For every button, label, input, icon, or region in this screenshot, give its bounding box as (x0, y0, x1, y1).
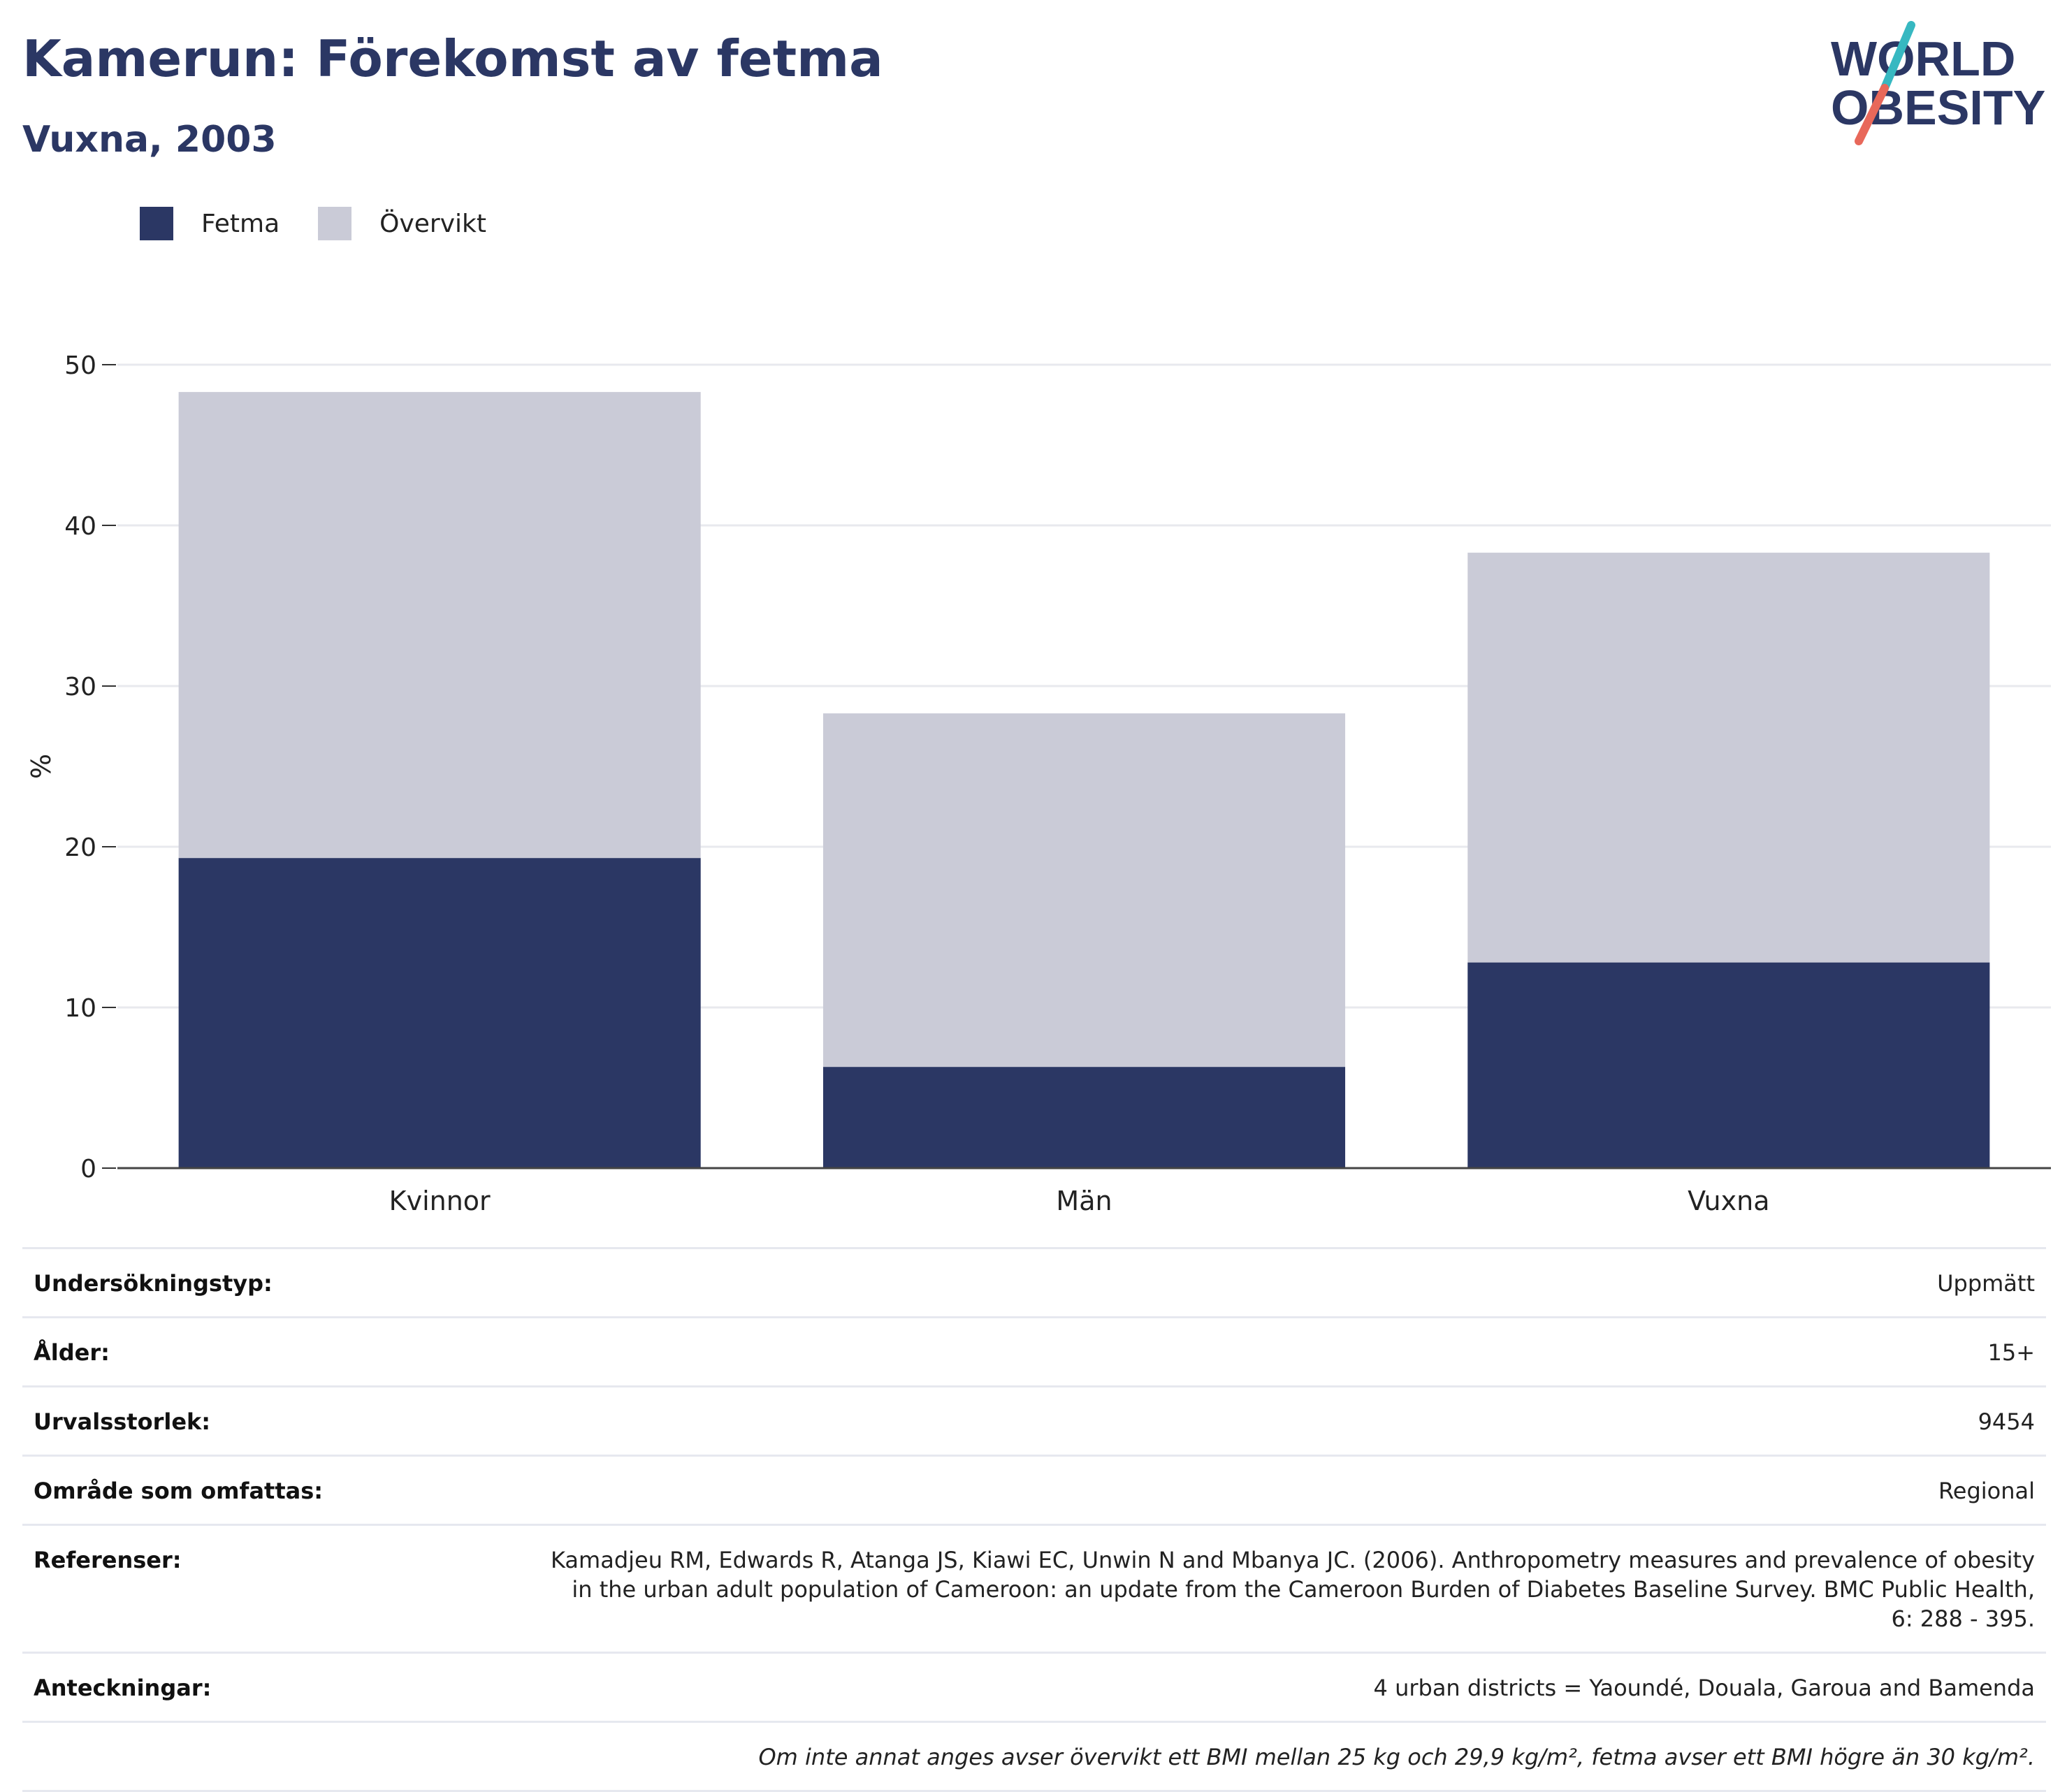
info-value: 4 urban districts = Yaoundé, Douala, Gar… (1373, 1675, 2035, 1701)
chart-subtitle: Vuxna, 2003 (22, 119, 277, 161)
legend-swatch-fetma (140, 207, 173, 240)
info-table: Undersökningstyp: Uppmätt Ålder: 15+ Urv… (22, 1247, 2046, 1792)
info-row-references: Referenser: Kamadjeu RM, Edwards R, Atan… (22, 1524, 2046, 1652)
bar-fetma-vuxna (1467, 962, 1990, 1168)
info-label: Ålder: (34, 1339, 110, 1366)
legend-swatch-overvikt (318, 207, 352, 240)
info-value: Uppmätt (1937, 1270, 2035, 1297)
chart-title: Kamerun: Förekomst av fetma (22, 29, 883, 88)
bar-overvikt-kvinnor (178, 392, 701, 859)
y-axis-label: % (26, 754, 57, 779)
legend-label-fetma: Fetma (201, 209, 280, 238)
info-label: Urvalsstorlek: (34, 1408, 211, 1435)
legend-label-overvikt: Övervikt (379, 209, 486, 238)
stacked-bar-chart: 0 10 20 30 40 50% Kvinnor Män Vuxna (26, 351, 2051, 1216)
info-row-survey-type: Undersökningstyp: Uppmätt (22, 1247, 2046, 1316)
legend-item-overvikt[interactable]: Övervikt (318, 207, 486, 240)
info-row-footnote: Om inte annat anges avser övervikt ett B… (22, 1721, 2046, 1792)
info-label: Referenser: (34, 1547, 182, 1573)
y-tick-label: 30 (64, 673, 96, 701)
info-value: 9454 (1978, 1408, 2035, 1435)
y-tick-label: 0 (80, 1155, 96, 1183)
chart-legend: Fetma Övervikt (140, 207, 525, 240)
bar-overvikt-vuxna (1467, 553, 1990, 963)
info-label: Anteckningar: (34, 1675, 212, 1701)
y-tick-label: 40 (64, 512, 96, 541)
info-row-area: Område som omfattas: Regional (22, 1455, 2046, 1524)
logo-slash-bottom (1855, 84, 1889, 145)
info-label: Undersökningstyp: (34, 1270, 273, 1297)
info-value: Kamadjeu RM, Edwards R, Atanga JS, Kiawi… (551, 1547, 2035, 1632)
bar-overvikt-mn (822, 713, 1346, 1068)
info-label: Område som omfattas: (34, 1478, 324, 1504)
y-tick-label: 20 (64, 833, 96, 862)
legend-item-fetma[interactable]: Fetma (140, 207, 280, 240)
info-row-age: Ålder: 15+ (22, 1316, 2046, 1385)
y-tick-label: 50 (64, 351, 96, 380)
x-tick-label: Vuxna (1688, 1186, 1769, 1216)
bar-fetma-kvinnor (178, 858, 701, 1168)
info-row-notes: Anteckningar: 4 urban districts = Yaound… (22, 1652, 2046, 1721)
bar-fetma-mn (822, 1067, 1346, 1168)
logo-line-1: WORLD (1831, 31, 2015, 86)
logo-slash-top (1880, 21, 1915, 92)
info-value: 15+ (1987, 1339, 2035, 1366)
footnote-text: Om inte annat anges avser övervikt ett B… (758, 1744, 2035, 1770)
y-tick-label: 10 (64, 994, 96, 1023)
x-tick-label: Kvinnor (389, 1186, 491, 1216)
world-obesity-logo: WORLD OBESITY (1831, 21, 2045, 145)
info-value: Regional (1938, 1478, 2035, 1504)
x-tick-label: Män (1056, 1186, 1112, 1216)
info-row-sample-size: Urvalsstorlek: 9454 (22, 1385, 2046, 1455)
